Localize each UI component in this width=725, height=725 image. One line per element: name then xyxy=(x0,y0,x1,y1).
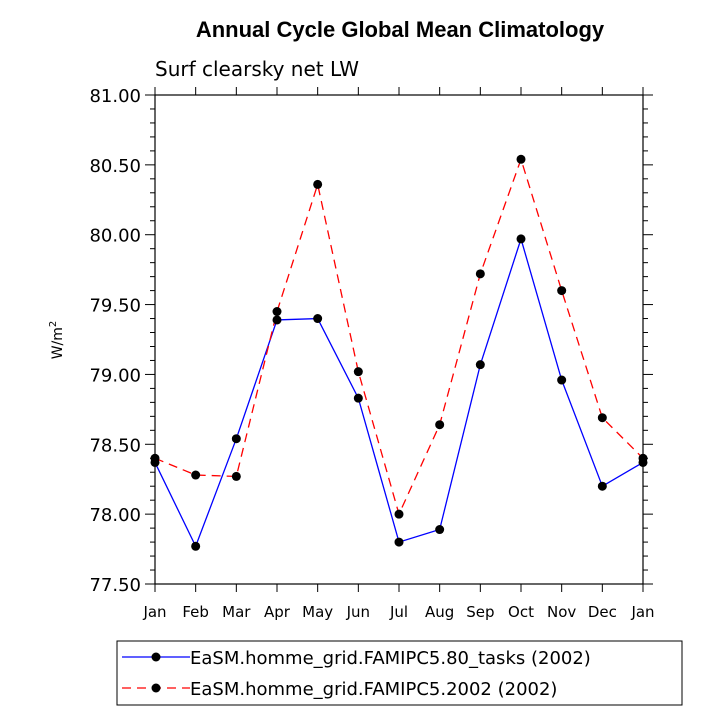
x-tick-label: May xyxy=(302,603,333,621)
series-2-point xyxy=(231,471,241,481)
x-tick-label: Oct xyxy=(508,603,534,621)
series-1-point xyxy=(394,537,404,547)
series-2-point xyxy=(313,179,323,189)
y-tick-label: 80.50 xyxy=(89,156,141,177)
x-tick-label: Mar xyxy=(222,603,251,621)
series-2-point xyxy=(435,420,445,430)
chart-subtitle: Surf clearsky net LW xyxy=(155,57,359,81)
x-tick-label: Feb xyxy=(182,603,209,621)
legend-marker-1 xyxy=(151,652,161,662)
y-tick-label: 78.00 xyxy=(89,505,141,526)
series-2-point xyxy=(191,470,201,480)
y-tick-label: 79.50 xyxy=(89,296,141,317)
series-line-1 xyxy=(154,236,644,548)
series-2-point xyxy=(638,453,648,463)
series-2-point xyxy=(150,453,160,463)
series-1-point xyxy=(435,525,445,535)
series-2-point xyxy=(557,286,567,296)
series-1-point xyxy=(272,315,282,325)
series-2-point xyxy=(394,509,404,519)
series-2-point xyxy=(272,307,282,317)
series-2-point xyxy=(475,269,485,279)
x-tick-label: Aug xyxy=(425,603,454,621)
series-1-point xyxy=(191,541,201,551)
x-tick-label: Jan xyxy=(142,603,166,621)
series-layer xyxy=(150,154,648,551)
series-1-point xyxy=(516,234,526,244)
series-1-point xyxy=(597,481,607,491)
y-axis: 77.50 78.00 78.50 79.00 79.50 80.00 80.50 81.00 xyxy=(89,86,653,596)
legend-box xyxy=(116,640,683,706)
y-tick-label: 77.50 xyxy=(89,575,141,596)
x-tick-label: Jan xyxy=(630,603,654,621)
x-tick-label: Jul xyxy=(389,603,408,621)
x-tick-label: Sep xyxy=(466,603,494,621)
legend-label-1: EaSM.homme_grid.FAMIPC5.80_tasks (2002) xyxy=(190,648,591,669)
legend-entry-1: EaSM.homme_grid.FAMIPC5.80_tasks (2002) xyxy=(122,648,591,669)
series-2-point xyxy=(597,413,607,423)
y-tick-label: 80.00 xyxy=(89,226,141,247)
series-1-point xyxy=(475,360,485,370)
legend-label-2: EaSM.homme_grid.FAMIPC5.2002 (2002) xyxy=(190,679,557,700)
y-axis-label: W/m2 xyxy=(48,321,66,360)
x-tick-label: Dec xyxy=(588,603,617,621)
legend-marker-2 xyxy=(151,683,161,693)
x-tick-label: Nov xyxy=(547,603,576,621)
series-2-point xyxy=(516,154,526,164)
legend-entry-2: EaSM.homme_grid.FAMIPC5.2002 (2002) xyxy=(122,679,557,700)
x-axis: Jan Feb Mar Apr May Jun Jul Aug Sep Oct Nov Dec Jan xyxy=(142,87,655,621)
x-tick-label: Jun xyxy=(346,603,370,621)
y-tick-label: 78.50 xyxy=(89,435,141,456)
x-tick-label: Apr xyxy=(264,603,291,621)
y-tick-label: 81.00 xyxy=(89,86,141,107)
series-1-point xyxy=(557,375,567,385)
series-2-point xyxy=(353,367,363,377)
y-tick-label: 79.00 xyxy=(89,365,141,386)
chart-title: Annual Cycle Global Mean Climatology xyxy=(196,17,605,42)
series-1-point xyxy=(353,393,363,403)
series-1-point xyxy=(313,314,323,324)
series-1-point xyxy=(231,434,241,444)
